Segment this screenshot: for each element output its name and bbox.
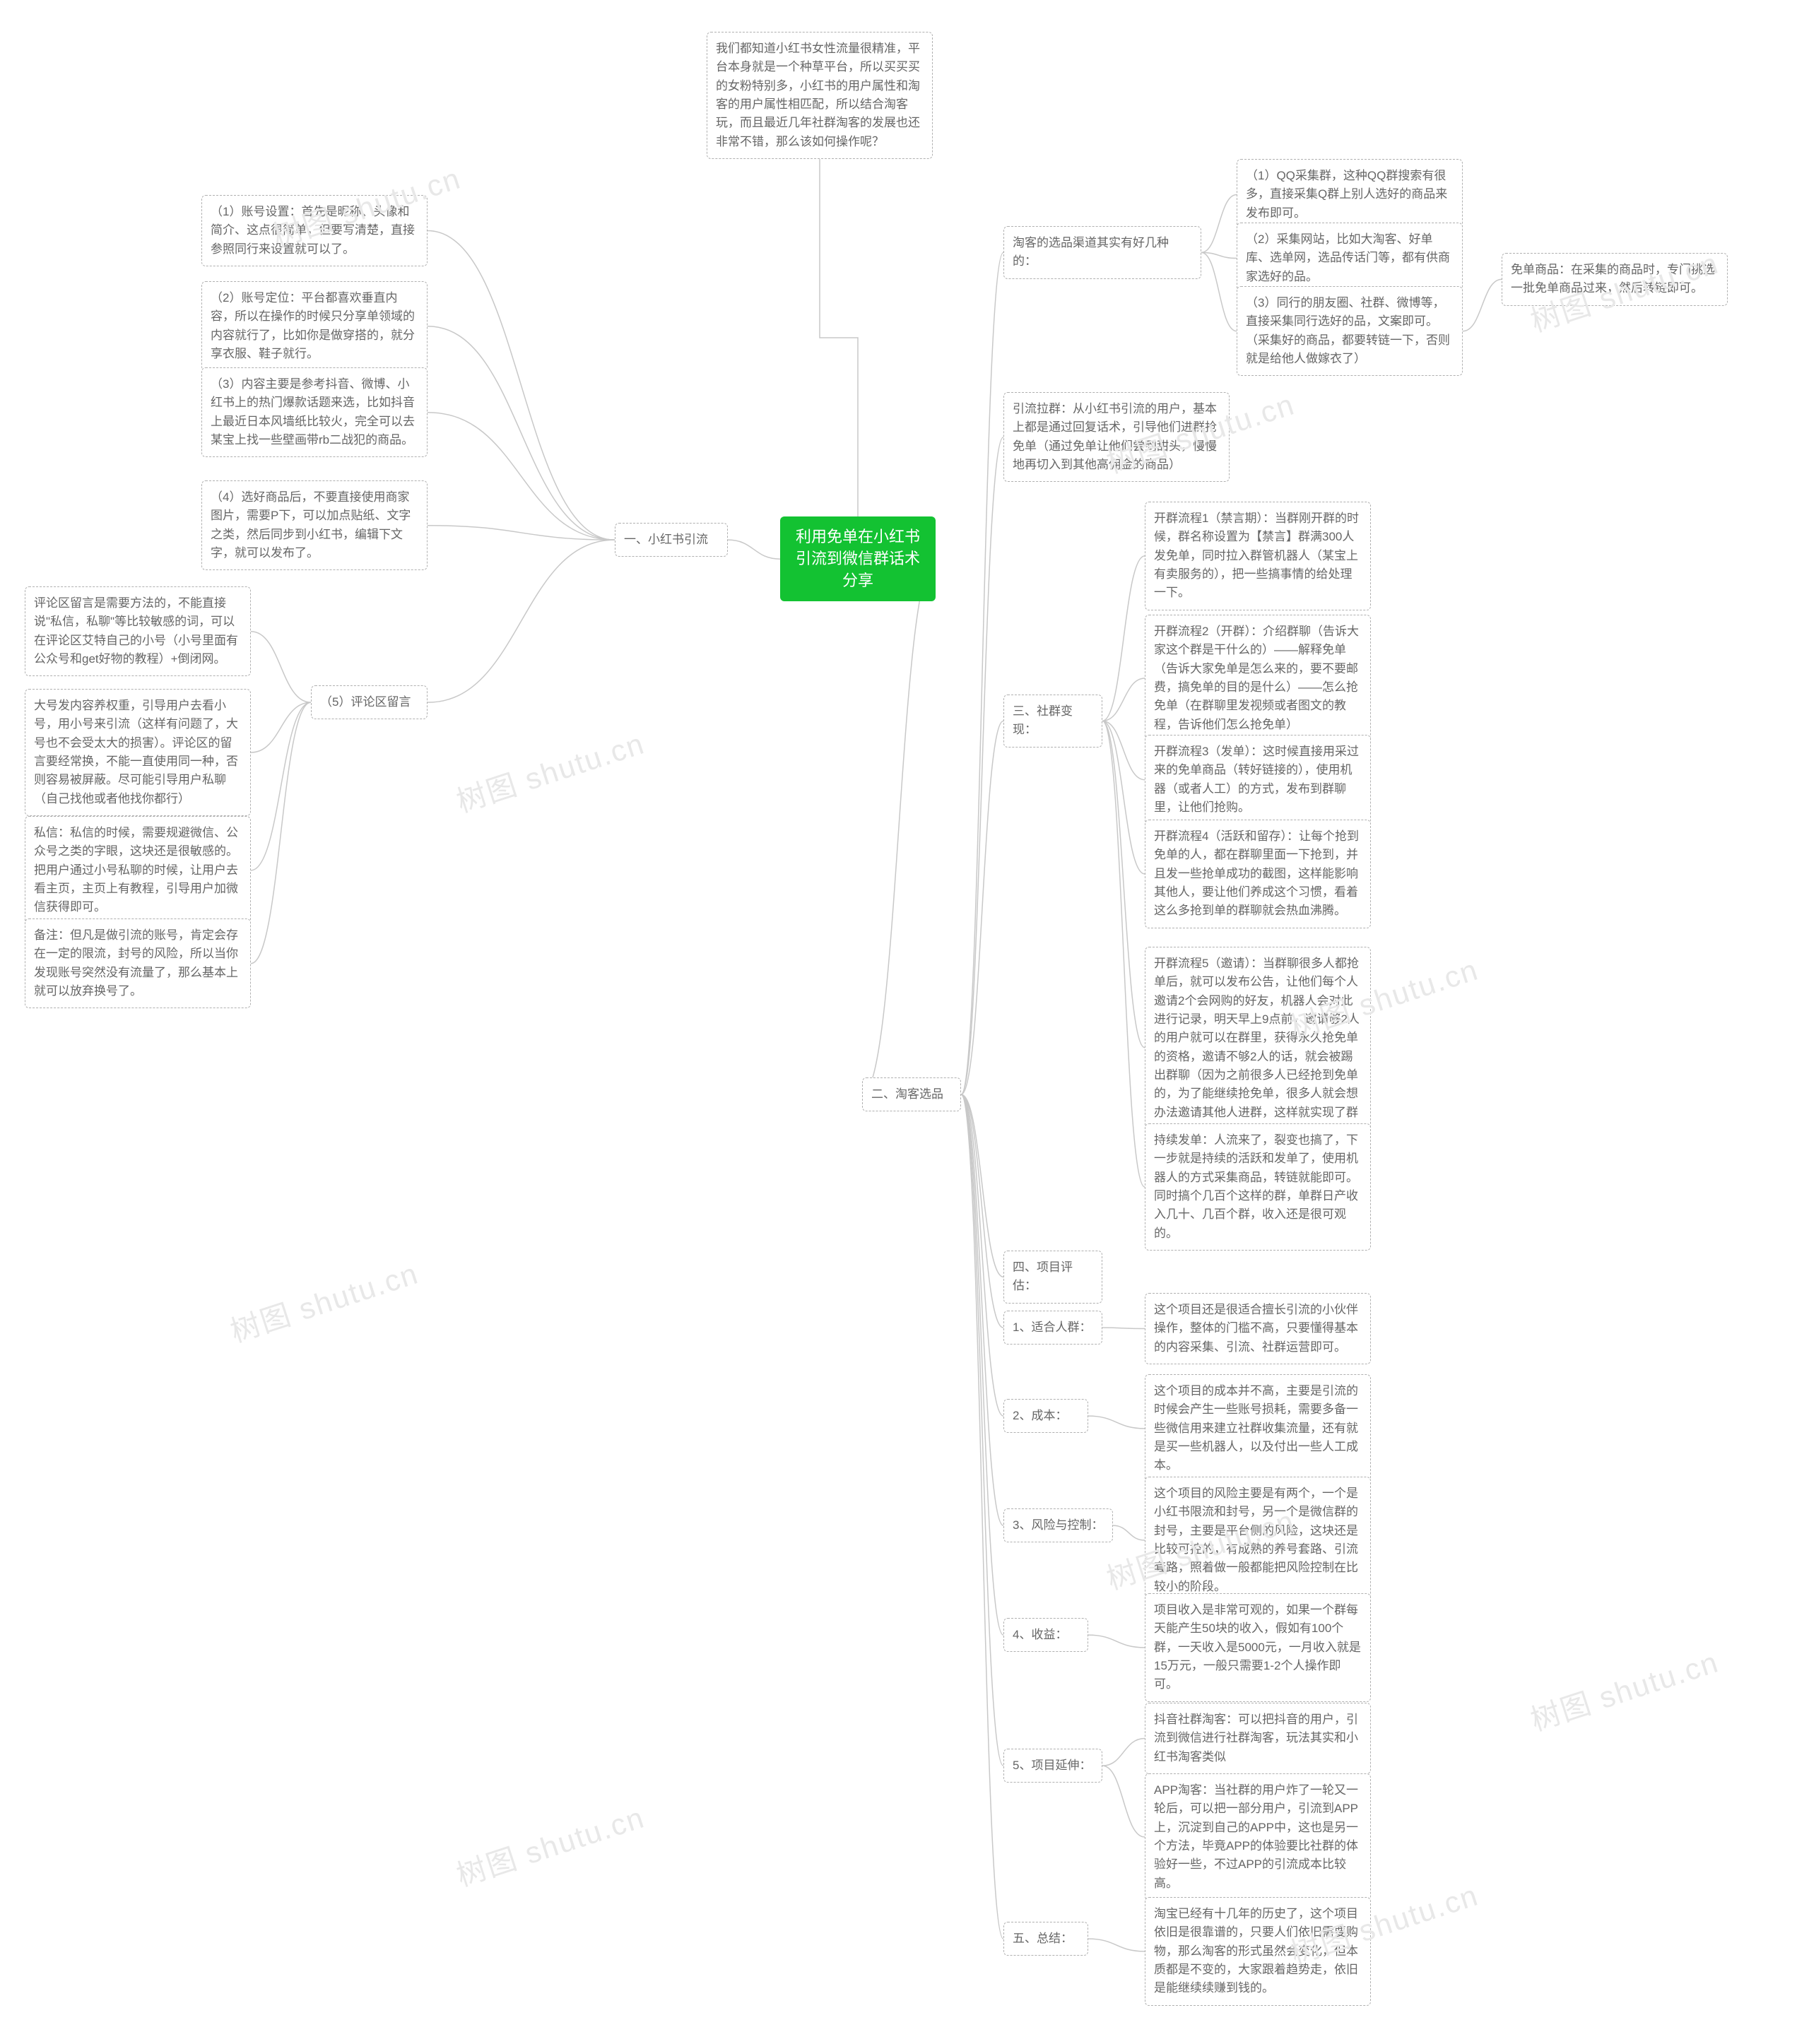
- node-r3e: 开群流程5（邀请）：当群聊很多人都抢单后，就可以发布公告，让他们每个人邀请2个会…: [1145, 947, 1371, 1148]
- node-c2: 大号发内容养权重，引导用户去看小号，用小号来引流（这样有问题了，大号也不会受太大…: [25, 689, 251, 816]
- node-a3: （3）内容主要是参考抖音、微博、小红书上的热门爆款话题来选，比如抖音上最近日本风…: [201, 367, 428, 457]
- node-a2: （2）账号定位：平台都喜欢垂直内容，所以在操作的时候只分享单领域的内容就行了，比…: [201, 281, 428, 371]
- watermark: 树图 shutu.cn: [450, 1794, 649, 1895]
- node-c1: 评论区留言是需要方法的，不能直接说"私信，私聊"等比较敏感的词，可以在评论区艾特…: [25, 586, 251, 676]
- node-r3d: 开群流程4（活跃和留存）：让每个抢到免单的人，都在群聊里面一下抢到，并且发一些抢…: [1145, 820, 1371, 928]
- node-r3b: 开群流程2（开群）：介绍群聊（告诉大家这个群是干什么的）——解释免单（告诉大家免…: [1145, 615, 1371, 742]
- node-r4-2a: 这个项目的成本并不高，主要是引流的时候会产生一些账号损耗，需要多备一些微信用来建…: [1145, 1374, 1371, 1483]
- node-r4-1: 1、适合人群：: [1003, 1311, 1102, 1345]
- node-r4: 四、项目评估：: [1003, 1251, 1102, 1304]
- node-a1: （1）账号设置：首先是昵称、头像和简介、这点很简单，但要写清楚，直接参照同行来设…: [201, 195, 428, 266]
- node-r1a: （1）QQ采集群，这种QQ群搜索有很多，直接采集Q群上别人选好的商品来发布即可。: [1237, 159, 1463, 230]
- node-r4-1a: 这个项目还是很适合擅长引流的小伙伴操作，整体的门槛不高，只要懂得基本的内容采集、…: [1145, 1293, 1371, 1364]
- node-b1: 一、小红书引流: [615, 523, 728, 557]
- node-r4-2: 2、成本：: [1003, 1399, 1088, 1433]
- node-r3c: 开群流程3（发单）：这时候直接用采过来的免单商品（转好链接的），使用机器（或者人…: [1145, 735, 1371, 825]
- node-intro: 我们都知道小红书女性流量很精准，平台本身就是一个种草平台，所以买买买的女粉特别多…: [707, 32, 933, 159]
- node-r2: 引流拉群：从小红书引流的用户，基本上都是通过回复话术，引导他们进群抢免单（通过免…: [1003, 392, 1230, 482]
- node-r1c: （3）同行的朋友圈、社群、微博等，直接采集同行选好的品，文案即可。（采集好的商品…: [1237, 286, 1463, 376]
- node-a4: （4）选好商品后，不要直接使用商家图片，需要P下，可以加点贴纸、文字之类，然后同…: [201, 480, 428, 570]
- node-r5: 五、总结：: [1003, 1922, 1088, 1956]
- node-r4-5b: APP淘客：当社群的用户炸了一轮又一轮后，可以把一部分用户，引流到APP上，沉淀…: [1145, 1773, 1371, 1901]
- node-r1b: （2）采集网站，比如大淘客、好单库、选单网，选品传话门等，都有供商家选好的品。: [1237, 223, 1463, 294]
- node-r4-3: 3、风险与控制：: [1003, 1508, 1113, 1542]
- node-c4: 备注：但凡是做引流的账号，肯定会存在一定的限流，封号的风险，所以当你发现账号突然…: [25, 918, 251, 1008]
- node-r4-5a: 抖音社群淘客：可以把抖音的用户，引流到微信进行社群淘客，玩法其实和小红书淘客类似: [1145, 1703, 1371, 1774]
- watermark: 树图 shutu.cn: [1524, 1638, 1723, 1739]
- node-r4-4a: 项目收入是非常可观的，如果一个群每天能产生50块的收入，假如有100个群，一天收…: [1145, 1593, 1371, 1702]
- node-r5a: 淘宝已经有十几年的历史了，这个项目依旧是很靠谱的，只要人们依旧需要购物，那么淘客…: [1145, 1897, 1371, 2006]
- node-r3a: 开群流程1（禁言期）：当群刚开群的时候，群名称设置为【禁言】群满300人发免单，…: [1145, 502, 1371, 610]
- node-r4-5: 5、项目延伸：: [1003, 1749, 1102, 1783]
- root-node: 利用免单在小红书引流到微信群话术分享: [780, 516, 936, 601]
- node-r4-3a: 这个项目的风险主要是有两个，一个是小红书限流和封号，另一个是微信群的封号，主要是…: [1145, 1477, 1371, 1604]
- watermark: 树图 shutu.cn: [450, 720, 649, 821]
- node-a5: （5）评论区留言: [311, 685, 428, 719]
- node-r1: 淘客的选品渠道其实有好几种的：: [1003, 226, 1201, 279]
- node-r1d: 免单商品：在采集的商品时，专门挑选一批免单商品过来，然后转链即可。: [1502, 253, 1728, 306]
- watermark: 树图 shutu.cn: [224, 1250, 423, 1351]
- node-r3: 三、社群变现：: [1003, 695, 1102, 748]
- node-r4-4: 4、收益：: [1003, 1618, 1088, 1652]
- node-c3: 私信：私信的时候，需要规避微信、公众号之类的字眼，这块还是很敏感的。把用户通过小…: [25, 816, 251, 925]
- node-b2: 二、淘客选品: [862, 1077, 961, 1111]
- node-r3f: 持续发单：人流来了，裂变也搞了，下一步就是持续的活跃和发单了，使用机器人的方式采…: [1145, 1123, 1371, 1251]
